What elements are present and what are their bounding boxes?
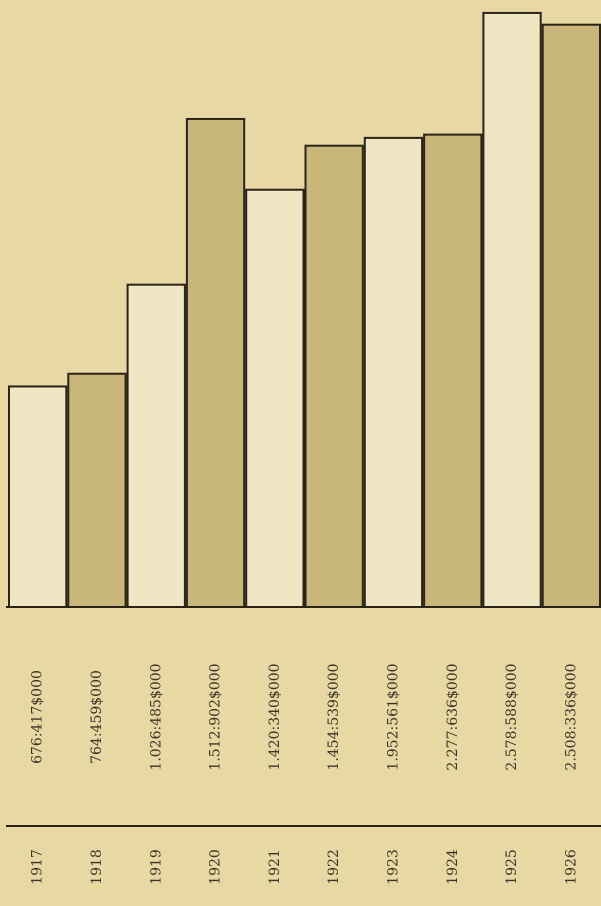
year-label-1926: 1926 [563, 849, 579, 885]
bar-1922 [304, 144, 364, 608]
value-label-1924: 2.277:636$000 [445, 663, 461, 770]
value-label-1917: 676:417$000 [30, 670, 46, 764]
bar-1921 [245, 188, 305, 608]
value-label-1920: 1.512:902$000 [208, 663, 224, 770]
year-label-1918: 1918 [89, 849, 105, 885]
value-label-1918: 764:459$000 [89, 670, 105, 764]
value-label-1923: 1.952:561$000 [385, 663, 401, 770]
bars-group [8, 11, 601, 609]
value-label-1921: 1.420:340$000 [267, 663, 283, 770]
value-label-1919: 1.026:485$000 [148, 663, 164, 770]
year-label-1921: 1921 [267, 849, 283, 885]
value-labels-group: 676:417$000 764:459$000 1.026:485$000 1.512… [30, 663, 580, 770]
year-label-1922: 1922 [326, 849, 342, 885]
year-labels-group: 1917 1918 1919 1920 1921 1922 1923 1924 1925 1926 [30, 849, 580, 885]
year-label-1920: 1920 [208, 849, 224, 885]
value-label-1922: 1.454:539$000 [326, 663, 342, 770]
bar-1925 [482, 11, 542, 609]
year-label-1923: 1923 [385, 849, 401, 885]
bar-1920 [185, 117, 246, 608]
year-label-1917: 1917 [30, 849, 46, 885]
bar-1926 [541, 23, 601, 609]
bar-1917 [8, 385, 68, 608]
value-label-1925: 2.578:588$000 [504, 663, 520, 770]
bar-1919 [126, 283, 186, 608]
bar-1923 [363, 136, 424, 609]
year-label-1925: 1925 [504, 849, 520, 885]
bar-1918 [67, 372, 127, 609]
year-label-1919: 1919 [148, 849, 164, 885]
year-label-1924: 1924 [445, 849, 461, 885]
value-label-1926: 2.508:336$000 [563, 663, 579, 770]
bar-1924 [423, 133, 483, 609]
